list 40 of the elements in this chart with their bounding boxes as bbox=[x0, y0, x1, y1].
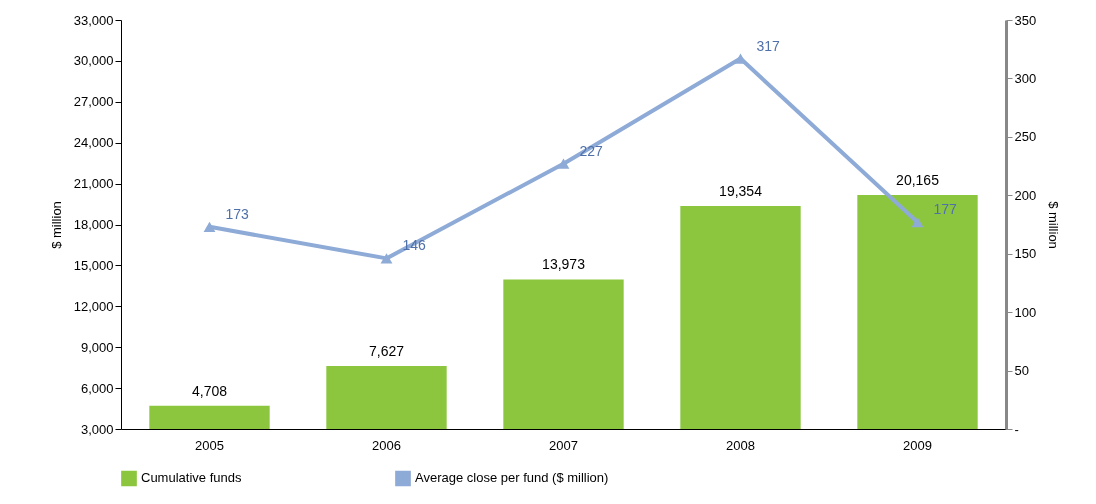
data-label: 19,354 bbox=[719, 183, 763, 200]
point bbox=[203, 221, 216, 232]
y-tick-label: 27,000 bbox=[73, 94, 114, 110]
y-tick-label: 6,000 bbox=[80, 380, 114, 396]
data-label: 173 bbox=[225, 205, 250, 222]
y-tick-label: 30,000 bbox=[73, 53, 114, 69]
data-label: 20,165 bbox=[896, 171, 940, 188]
y2-tick-label: 150 bbox=[1014, 246, 1037, 262]
x-tick-label: 2007 bbox=[549, 437, 578, 453]
y-tick-label: 18,000 bbox=[73, 217, 114, 232]
y2-tick-label: 100 bbox=[1014, 304, 1037, 320]
y-tick-label: 24,000 bbox=[73, 135, 114, 151]
point bbox=[911, 217, 924, 228]
data-label: 7,627 bbox=[368, 342, 405, 359]
data-label: 4,708 bbox=[191, 382, 228, 399]
legend-label: Average close per fund ($ million) bbox=[415, 470, 609, 486]
y2-tick-label: 50 bbox=[1014, 363, 1029, 379]
y2-tick-label: - bbox=[1014, 421, 1019, 437]
y2-tick-label: 300 bbox=[1014, 70, 1037, 86]
y-tick-label: 15,000 bbox=[73, 257, 114, 273]
y2-tick-label: 350 bbox=[1014, 12, 1037, 28]
y2-tick-label: 200 bbox=[1014, 187, 1037, 203]
x-tick-label: 2009 bbox=[903, 437, 932, 453]
y-axis-title: $ million bbox=[48, 201, 64, 249]
x-tick-label: 2005 bbox=[195, 437, 224, 453]
point bbox=[380, 253, 393, 264]
legend-label: Cumulative funds bbox=[141, 470, 242, 486]
y2-axis-title: $ million bbox=[1046, 201, 1062, 249]
x-tick-label: 2008 bbox=[726, 437, 755, 453]
data-label: 317 bbox=[756, 37, 781, 54]
x-tick-label: 2006 bbox=[372, 437, 401, 453]
y-tick-label: 9,000 bbox=[80, 339, 114, 355]
data-label: 13,973 bbox=[542, 256, 586, 273]
y-tick-label: 12,000 bbox=[73, 298, 114, 314]
y-tick-label: 21,000 bbox=[73, 176, 114, 192]
y2-tick-label: 250 bbox=[1014, 129, 1037, 145]
y-tick-label: 3,000 bbox=[80, 421, 114, 437]
y-tick-label: 33,000 bbox=[73, 12, 114, 28]
point bbox=[557, 158, 570, 169]
data-label: 177 bbox=[933, 201, 958, 218]
